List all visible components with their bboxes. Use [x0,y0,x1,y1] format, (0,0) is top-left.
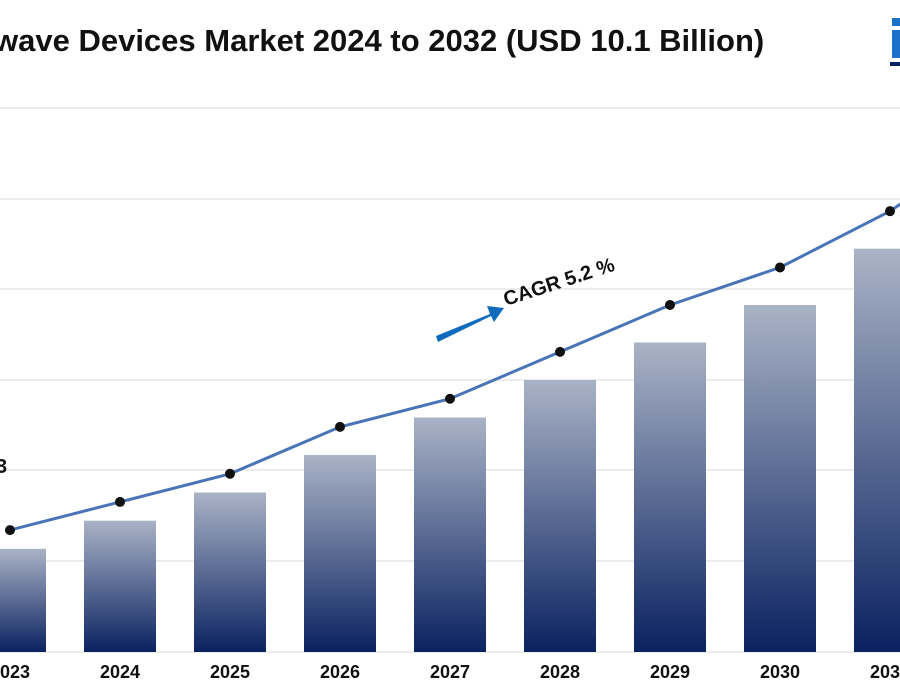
trend-point-2024 [115,496,125,507]
trend-point-2025 [225,468,235,479]
x-tick-label: 2026 [320,662,360,682]
trend-line-group [5,202,900,536]
cagr-annotation: CAGR 5.2 % [501,254,618,311]
trend-point-2029 [665,299,675,310]
bar-2031 [854,248,900,653]
trend-point-2030 [775,262,785,273]
bar-2027 [414,417,486,652]
bar-2030 [744,304,816,652]
trend-line [9,202,900,532]
trend-point-2028 [555,346,565,357]
x-axis-ticks: 2023202420252026202720282029203020312032 [0,662,900,682]
bar-2024 [84,520,156,652]
trend-point-2023 [5,525,15,536]
x-tick-label: 2024 [100,662,140,682]
brand-logo-icon [890,18,900,66]
bar-2026 [304,455,376,652]
trend-point-2031 [885,206,895,217]
bars [0,248,900,653]
first-value-label: 3 [0,456,7,478]
bar-2028 [524,380,596,652]
bar-2025 [194,492,266,652]
chart-title: wave Devices Market 2024 to 2032 (USD 10… [0,23,764,58]
bar-2029 [634,342,706,652]
x-tick-label: 2031 [870,662,900,682]
x-tick-label: 2029 [650,662,690,682]
x-tick-label: 2030 [760,662,800,682]
x-tick-label: 2027 [430,662,470,682]
trend-point-2026 [335,421,345,432]
trend-point-2027 [445,393,455,404]
x-tick-label: 2023 [0,662,30,682]
bar-2023 [0,548,46,652]
x-tick-label: 2025 [210,662,250,682]
x-tick-label: 2028 [540,662,580,682]
cagr-arrow-icon [436,306,504,342]
